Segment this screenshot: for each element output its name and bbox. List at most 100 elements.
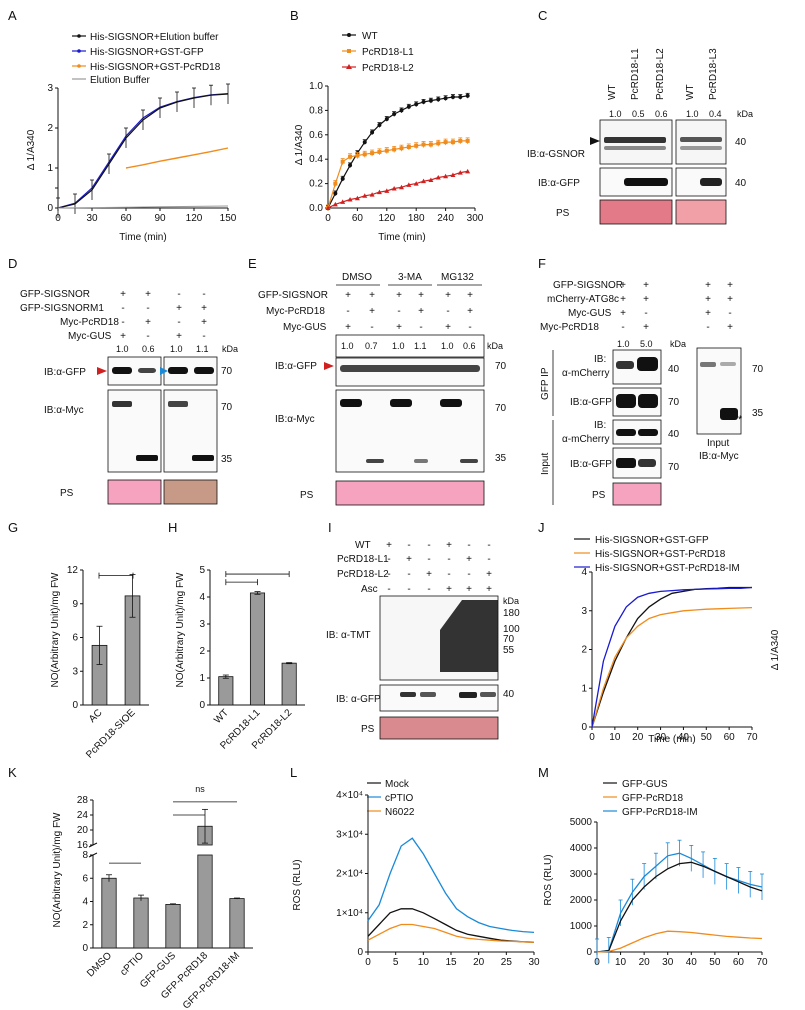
legend-m-1: GFP-PcRD18 xyxy=(622,793,684,804)
inset-f-title: Input xyxy=(707,438,729,449)
blot-c-2: PS xyxy=(556,208,570,219)
y-tick-label: 0 xyxy=(72,700,78,711)
data-point xyxy=(377,123,382,128)
legend-a-2: His-SIGSNOR+GST-PcRD18 xyxy=(90,62,221,73)
y-tick-label: 5 xyxy=(199,565,205,576)
data-point xyxy=(348,154,353,159)
k-ns: ns xyxy=(195,784,205,794)
sign-cell: - xyxy=(706,322,709,333)
axis-a-ylabel: Δ 1/A340 xyxy=(26,129,37,170)
sign-cell: - xyxy=(644,308,647,319)
sign-cell: - xyxy=(468,322,471,333)
axis-g-ylabel: NO(Arbitrary Unit)/mg FW xyxy=(50,572,61,688)
row-i-0: WT xyxy=(355,540,371,551)
sign-cell: + xyxy=(201,303,207,314)
y-tick-label: 16 xyxy=(77,840,89,851)
y-tick-label: 2×10⁴ xyxy=(336,869,363,880)
blot-d-2: PS xyxy=(60,488,74,499)
data-point xyxy=(421,142,426,147)
data-point xyxy=(465,168,471,174)
y-tick-label: 9 xyxy=(72,599,78,610)
ratio-c-3: 1.0 xyxy=(686,109,699,119)
ratio-e-5: 0.6 xyxy=(463,341,476,351)
lane-c-4: PcRD18-L3 xyxy=(708,48,719,100)
y-tick-label: 0 xyxy=(199,700,205,711)
lane-c-3: WT xyxy=(685,84,696,100)
axis-b-ylabel: Δ 1/A340 xyxy=(294,124,305,165)
y-tick-label: 2 xyxy=(82,920,88,931)
lane-c-1: PcRD18-L1 xyxy=(630,48,641,100)
row-d-3: Myc-GUS xyxy=(68,331,112,342)
data-point xyxy=(450,140,455,145)
data-point xyxy=(392,112,397,117)
series-line xyxy=(367,923,535,943)
sign-cell: + xyxy=(643,280,649,291)
kda-d: kDa xyxy=(222,344,238,354)
sign-cell: - xyxy=(419,322,422,333)
data-point xyxy=(362,152,367,157)
data-point xyxy=(457,170,463,175)
panel-label-k: K xyxy=(8,765,17,780)
ratio-e-2: 1.0 xyxy=(392,341,405,351)
blot-f-6: PS xyxy=(592,490,606,501)
sign-cell: - xyxy=(370,322,373,333)
row-e-0: GFP-SIGSNOR xyxy=(258,290,328,301)
x-tick-label: 0 xyxy=(589,732,595,743)
panel-d-blot: GFP-SIGSNOR GFP-SIGSNORM1 Myc-PcRD18 Myc… xyxy=(20,289,238,505)
data-point xyxy=(340,159,345,164)
row-f-0: GFP-SIGSNOR xyxy=(553,280,623,291)
panel-k-chart: NO(Arbitrary Unit)/mg FW ns 024681620242… xyxy=(52,784,253,1010)
y-tick-label: 0.2 xyxy=(309,179,323,190)
sign-cell: + xyxy=(176,331,182,342)
x-tick-label: 60 xyxy=(352,213,364,224)
y-tick-label: 1000 xyxy=(570,921,593,932)
bar xyxy=(197,854,213,949)
series-line xyxy=(591,606,753,728)
panel-label-a: A xyxy=(8,8,17,23)
blot-f-0: IB: xyxy=(594,354,606,365)
x-tick-label: 40 xyxy=(686,957,698,968)
panel-label-j: J xyxy=(538,520,545,535)
sign-cell: + xyxy=(643,294,649,305)
lane-c-0: WT xyxy=(607,84,618,100)
panel-i-blot: WT PcRD18-L1 PcRD18-L2 Asc + - - + - - - + - - + - -… xyxy=(326,540,520,740)
marker-f-4: 70 xyxy=(752,364,764,375)
data-point xyxy=(436,97,441,102)
x-tick-label: 50 xyxy=(701,732,713,743)
x-tick-label: 180 xyxy=(408,213,425,224)
panel-label-c: C xyxy=(538,8,547,23)
panel-label-g: G xyxy=(8,520,18,535)
data-point xyxy=(355,153,360,158)
sign-cell: + xyxy=(369,290,375,301)
sign-cell: - xyxy=(447,554,450,565)
x-tick-label: 240 xyxy=(437,213,454,224)
y-tick-label: 0 xyxy=(581,722,587,733)
marker-f-1: 70 xyxy=(668,397,680,408)
y-tick-label: 3×10⁴ xyxy=(336,829,363,840)
sign-cell: - xyxy=(202,331,205,342)
axis-b-xlabel: Time (min) xyxy=(378,232,425,243)
y-tick-label: 28 xyxy=(77,795,89,806)
y-tick-label: 4 xyxy=(581,567,587,578)
ratio-c-4: 0.4 xyxy=(709,109,722,119)
y-tick-label: 2 xyxy=(199,646,205,657)
data-point xyxy=(376,189,382,195)
sign-cell: - xyxy=(387,569,390,580)
kda-e: kDa xyxy=(487,341,503,351)
category-label: DMSO xyxy=(85,950,114,979)
series-line xyxy=(596,930,763,953)
axis-h-ylabel: NO(Arbitrary Unit)/mg FW xyxy=(175,572,186,688)
x-tick-label: 150 xyxy=(220,213,237,224)
legend-a-3: Elution Buffer xyxy=(90,75,151,86)
panel-label-f: F xyxy=(538,256,546,271)
data-point xyxy=(333,191,338,196)
row-d-0: GFP-SIGSNOR xyxy=(20,289,90,300)
sign-cell: + xyxy=(176,303,182,314)
blot-i-2: PS xyxy=(361,724,375,735)
sign-cell: + xyxy=(396,290,402,301)
sign-cell: - xyxy=(447,569,450,580)
star-marker: * xyxy=(738,414,743,426)
data-point xyxy=(413,181,419,186)
